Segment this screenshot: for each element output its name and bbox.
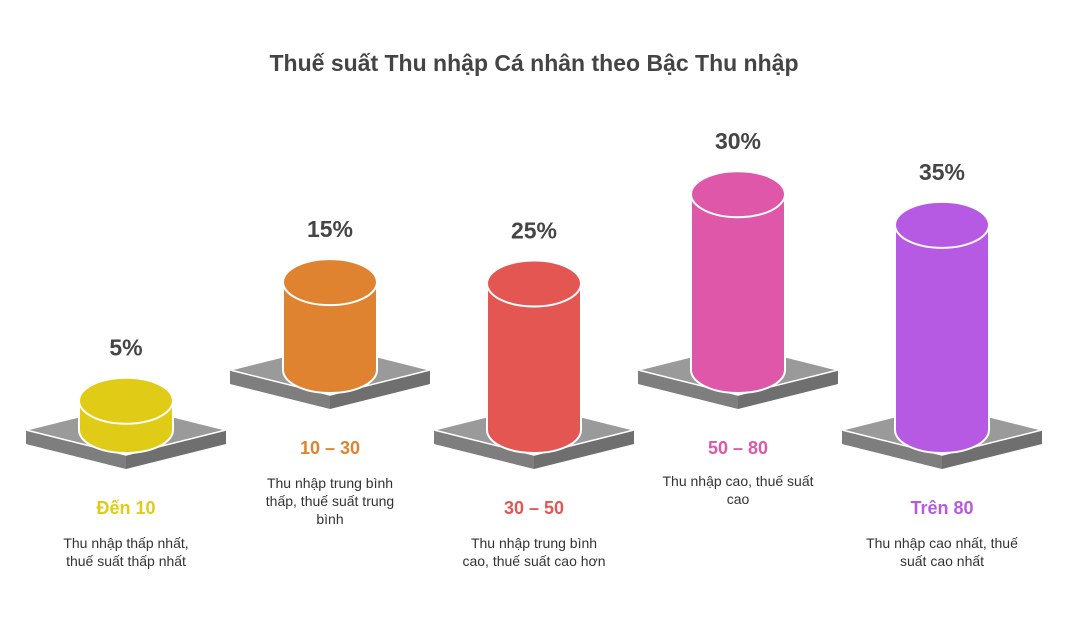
- description-line: cao, thuế suất cao hơn: [462, 553, 606, 569]
- bar-4: [690, 193, 786, 394]
- pedestal-side-right: [534, 430, 634, 469]
- description-line: Thu nhập cao, thuế suất: [662, 473, 814, 489]
- description-line: cao: [726, 491, 750, 507]
- description-line: thuế suất thấp nhất: [66, 553, 186, 569]
- bar-group-4: 30%: [637, 128, 839, 409]
- bar-3: [486, 282, 582, 454]
- bar-group-5: 35%: [841, 159, 1043, 469]
- bar-top-5: [894, 200, 990, 249]
- data-label-1: 5%: [109, 335, 142, 361]
- category-description-3: Thu nhập trung bình cao, thuế suất cao hơ…: [444, 534, 624, 570]
- bar-top-2: [282, 258, 378, 307]
- bar-group-3: 25%: [433, 218, 635, 469]
- description-line: Thu nhập trung bình: [266, 475, 394, 491]
- data-label-4: 30%: [715, 128, 761, 154]
- bar-2: [282, 281, 378, 394]
- category-description-1: Thu nhập thấp nhất, thuế suất thấp nhất: [36, 534, 216, 570]
- description-line: Thu nhập thấp nhất,: [63, 535, 189, 551]
- bar-top-4: [690, 170, 786, 219]
- category-label-4: 50 – 80: [707, 438, 769, 458]
- chart-title: Thuế suất Thu nhập Cá nhân theo Bậc Thu …: [269, 50, 799, 76]
- category-description-2: Thu nhập trung bình thấp, thuế suất trung…: [240, 474, 420, 528]
- category-label-2: 10 – 30: [299, 438, 361, 458]
- pedestal-side-right: [942, 430, 1042, 469]
- description-line: thấp, thuế suất trung: [265, 493, 395, 509]
- bar-group-2: 15%: [229, 216, 431, 409]
- category-description-4: Thu nhập cao, thuế suất cao: [648, 472, 828, 508]
- pedestal-side-left: [842, 430, 942, 469]
- pedestal-side-right: [126, 430, 226, 469]
- pedestal-side-left: [638, 370, 738, 409]
- bar-top-1: [78, 376, 174, 425]
- category-label-3: 30 – 50: [503, 498, 565, 518]
- pedestal-side-left: [230, 370, 330, 409]
- description-line: suất cao nhất: [899, 553, 985, 569]
- category-label-1: Đến 10: [96, 498, 156, 518]
- bar-5: [894, 223, 990, 454]
- bar-top-3: [486, 259, 582, 308]
- category-label-5: Trên 80: [910, 498, 974, 518]
- bar-group-1: 5%: [25, 335, 227, 469]
- data-label-2: 15%: [307, 216, 353, 242]
- data-label-3: 25%: [511, 218, 557, 244]
- pedestal-side-right: [330, 370, 430, 409]
- description-line: Thu nhập cao nhất, thuế: [866, 535, 1018, 551]
- description-line: Thu nhập trung bình: [470, 535, 598, 551]
- description-line: bình: [316, 511, 344, 527]
- pedestal-side-left: [434, 430, 534, 469]
- pedestal-side-right: [738, 370, 838, 409]
- pedestal-side-left: [26, 430, 126, 469]
- data-label-5: 35%: [919, 159, 965, 185]
- category-description-5: Thu nhập cao nhất, thuế suất cao nhất: [852, 534, 1032, 570]
